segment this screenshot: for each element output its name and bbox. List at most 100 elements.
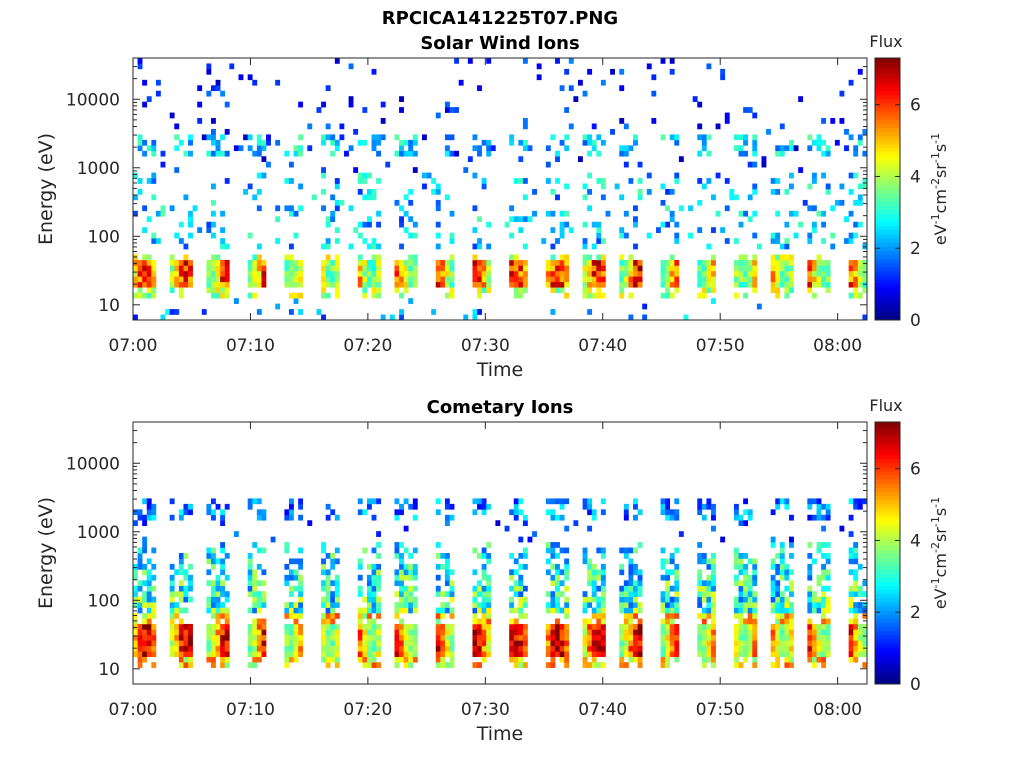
heatmap-cell xyxy=(582,183,588,190)
heatmap-cell xyxy=(784,596,790,603)
heatmap-cell xyxy=(738,563,744,570)
heatmap-cell xyxy=(371,585,377,592)
heatmap-cell xyxy=(665,613,671,619)
heatmap-cell xyxy=(853,199,859,206)
heatmap-cell xyxy=(293,150,299,157)
heatmap-cell xyxy=(789,287,794,294)
heatmap-cell xyxy=(284,613,290,619)
colorbar-segment xyxy=(875,516,900,521)
heatmap-cell xyxy=(408,503,414,510)
heatmap-cell xyxy=(706,150,712,157)
heatmap-cell xyxy=(665,276,671,283)
heatmap-cell xyxy=(807,574,813,581)
heatmap-cell xyxy=(183,656,189,663)
heatmap-cell xyxy=(256,139,262,146)
heatmap-cell xyxy=(477,287,482,294)
heatmap-cell xyxy=(789,270,794,277)
heatmap-cell xyxy=(660,623,666,630)
heatmap-cell xyxy=(399,221,404,228)
heatmap-cell xyxy=(376,276,382,283)
heatmap-cell xyxy=(133,292,138,299)
heatmap-cell xyxy=(559,287,565,294)
heatmap-cell xyxy=(284,651,290,658)
heatmap-cell xyxy=(284,178,290,184)
heatmap-cell xyxy=(582,623,588,630)
heatmap-cell xyxy=(334,623,340,630)
heatmap-cell xyxy=(444,602,450,608)
heatmap-cell xyxy=(564,281,570,288)
heatmap-cell xyxy=(261,645,267,652)
heatmap-cell xyxy=(853,656,859,663)
heatmap-cell xyxy=(816,503,822,510)
heatmap-cell xyxy=(151,292,157,299)
heatmap-cell xyxy=(197,85,203,92)
heatmap-cell xyxy=(848,629,854,636)
heatmap-cell xyxy=(839,90,845,97)
heatmap-cell xyxy=(247,640,253,647)
heatmap-cell xyxy=(435,199,441,206)
heatmap-cell xyxy=(142,254,148,261)
heatmap-cell xyxy=(623,623,629,630)
heatmap-cell xyxy=(247,276,253,283)
heatmap-cell xyxy=(330,640,336,647)
heatmap-cell xyxy=(357,574,363,581)
colorbar-segment xyxy=(875,491,900,497)
heatmap-cell xyxy=(142,569,148,576)
heatmap-cell xyxy=(738,150,744,157)
heatmap-cell xyxy=(633,645,638,652)
heatmap-cell xyxy=(174,640,180,647)
heatmap-cell xyxy=(288,503,294,510)
heatmap-cell xyxy=(633,270,638,277)
heatmap-cell xyxy=(142,139,148,146)
heatmap-cell xyxy=(321,558,326,565)
heatmap-cell xyxy=(275,216,281,223)
colorbar-segment xyxy=(875,503,900,509)
heatmap-cell xyxy=(559,498,565,505)
heatmap-cell xyxy=(807,265,813,272)
heatmap-cell xyxy=(481,640,487,647)
heatmap-cell xyxy=(408,640,414,647)
heatmap-cell xyxy=(587,563,593,570)
colorbar-segment xyxy=(875,569,900,574)
heatmap-cell xyxy=(288,259,294,266)
heatmap-cell xyxy=(711,259,716,266)
heatmap-cell xyxy=(215,613,221,619)
heatmap-cell xyxy=(596,178,602,184)
heatmap-cell xyxy=(220,514,226,521)
heatmap-cell xyxy=(619,292,625,299)
heatmap-cell xyxy=(522,602,528,608)
x-tick-label: 08:00 xyxy=(813,336,862,356)
heatmap-cell xyxy=(697,623,703,630)
heatmap-cell xyxy=(151,514,157,521)
heatmap-cell xyxy=(747,607,753,614)
heatmap-cell xyxy=(284,509,290,516)
heatmap-cell xyxy=(481,651,487,658)
heatmap-cell xyxy=(142,536,148,543)
heatmap-cell xyxy=(444,145,450,152)
heatmap-cell xyxy=(623,640,629,647)
heatmap-cell xyxy=(247,591,253,597)
heatmap-cell xyxy=(743,265,749,272)
heatmap-cell xyxy=(371,238,377,244)
heatmap-cell xyxy=(284,623,290,630)
heatmap-cell xyxy=(674,270,680,277)
heatmap-cell xyxy=(220,645,226,652)
heatmap-cell xyxy=(247,651,253,658)
heatmap-cell xyxy=(321,270,326,277)
heatmap-cell xyxy=(160,314,166,321)
heatmap-cell xyxy=(825,503,831,510)
heatmap-cell xyxy=(220,613,226,619)
heatmap-cell xyxy=(449,645,455,652)
colorbar-segment xyxy=(875,119,900,124)
heatmap-cell xyxy=(559,210,565,217)
heatmap-cell xyxy=(550,259,556,266)
heatmap-cell xyxy=(752,591,758,597)
colorbar-segment xyxy=(875,58,900,63)
heatmap-cell xyxy=(252,645,258,652)
heatmap-cell xyxy=(518,651,524,658)
heatmap-cell xyxy=(660,281,666,288)
heatmap-cell xyxy=(522,563,528,570)
heatmap-cell xyxy=(674,265,680,272)
heatmap-cell xyxy=(564,498,570,505)
heatmap-cell xyxy=(403,574,409,581)
